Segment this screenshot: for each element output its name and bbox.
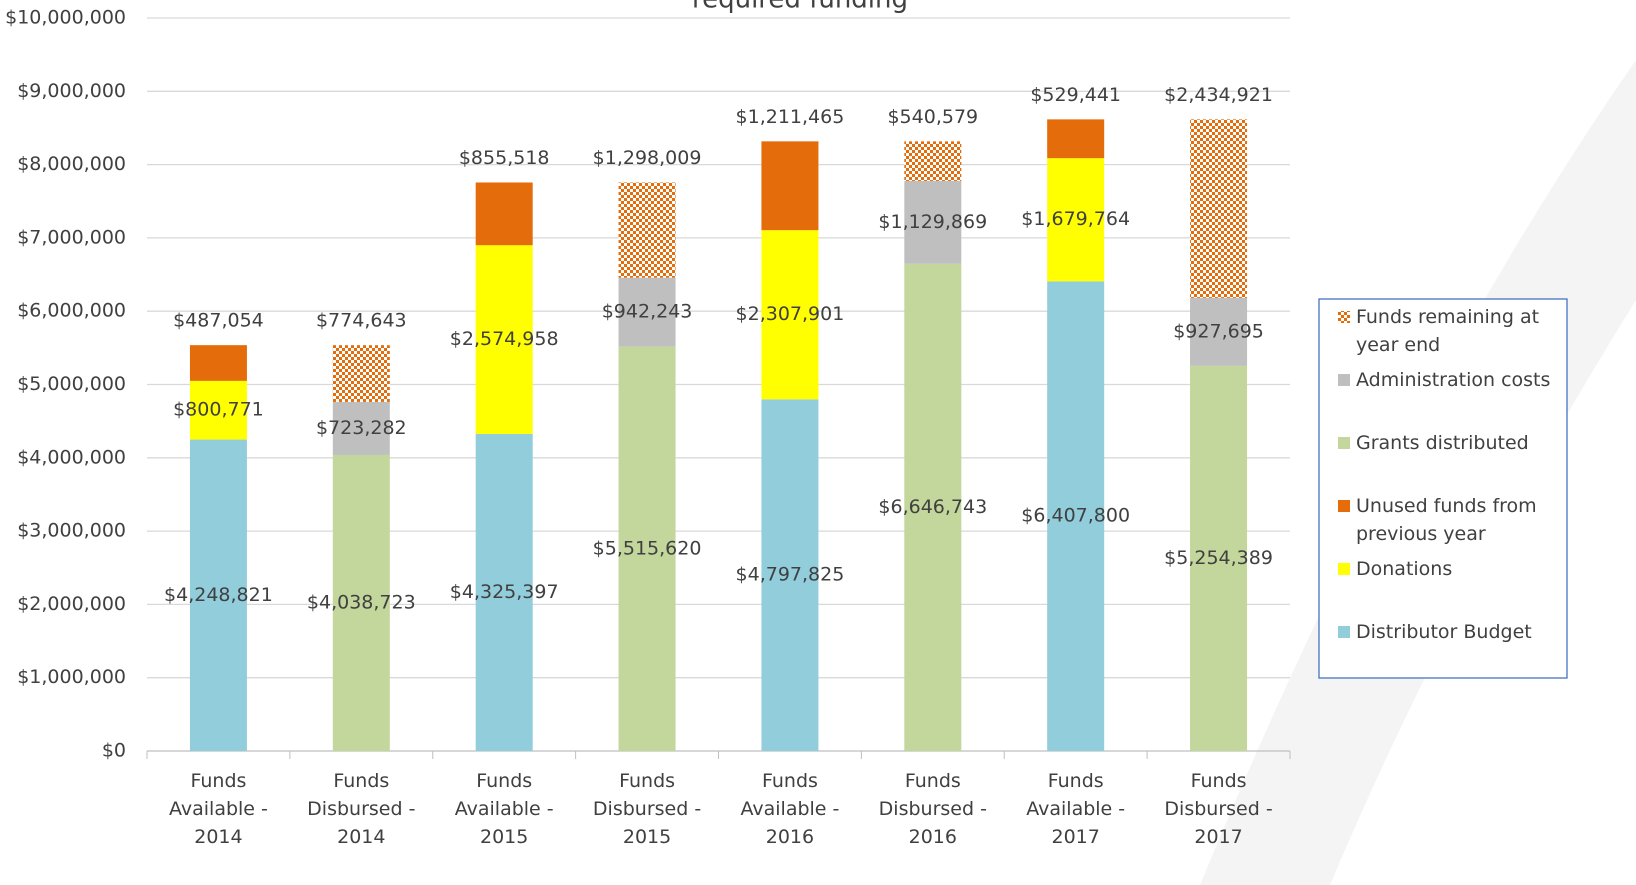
data-label: $1,679,764 (1021, 208, 1130, 230)
data-label: $2,434,921 (1164, 84, 1273, 106)
data-label: $6,646,743 (878, 496, 987, 518)
bar-segment (189, 380, 247, 440)
data-label: $1,298,009 (593, 147, 702, 169)
y-tick-label: $4,000,000 (17, 446, 126, 468)
bar-segment (1190, 297, 1248, 366)
bar-segment (761, 230, 819, 400)
bar-segment (332, 345, 390, 402)
y-tick-label: $6,000,000 (17, 300, 126, 322)
bar-segment (618, 346, 676, 751)
bar-segment (904, 263, 962, 751)
x-tick-label: Funds Disbursed -2014 (307, 770, 415, 848)
bar-segment (189, 345, 247, 381)
data-label: $942,243 (602, 301, 693, 323)
bar-segment (1047, 281, 1105, 751)
x-tick-label: Funds Available -2017 (1026, 770, 1125, 848)
data-label: $4,797,825 (736, 564, 845, 586)
bar-segment (761, 141, 819, 231)
legend-label: Administration costs (1356, 369, 1550, 391)
legend-swatch (1338, 374, 1350, 386)
bar-segment (475, 433, 533, 751)
data-label: $487,054 (173, 310, 264, 332)
bar-segment (618, 277, 676, 347)
y-tick-label: $5,000,000 (17, 373, 126, 395)
legend-swatch (1338, 500, 1350, 512)
legend-label: Distributor Budget (1356, 621, 1532, 643)
bar-segment (1047, 119, 1105, 159)
data-label: $800,771 (173, 399, 264, 421)
data-label: $855,518 (459, 147, 550, 169)
data-label: $540,579 (887, 106, 978, 128)
x-tick-label: Funds Available -2016 (740, 770, 839, 848)
bar-segment (475, 245, 533, 434)
x-tick-label: Funds Disbursed -2016 (879, 770, 987, 848)
bar-segment (904, 180, 962, 264)
bar-segment (1190, 119, 1248, 298)
y-tick-label: $1,000,000 (17, 666, 126, 688)
x-tick-label: Funds Available -2014 (169, 770, 268, 848)
data-label: $4,038,723 (307, 591, 416, 613)
bar-segment (904, 141, 962, 181)
x-tick-label: Funds Available -2015 (455, 770, 554, 848)
y-tick-label: $0 (102, 740, 126, 762)
bar-segment (475, 182, 533, 246)
bar-segment (1190, 365, 1248, 751)
legend-swatch (1338, 311, 1350, 323)
data-label: $529,441 (1030, 84, 1121, 106)
legend-swatch (1338, 563, 1350, 575)
legend-box (1318, 298, 1568, 679)
bar-segment (1047, 158, 1105, 282)
legend-swatch (1338, 626, 1350, 638)
data-label: $774,643 (316, 310, 407, 332)
x-tick-label: Funds Disbursed -2017 (1164, 770, 1272, 848)
data-label: $927,695 (1173, 320, 1264, 342)
bar-segment (618, 182, 676, 278)
bar-segment (332, 454, 390, 751)
legend-label: Funds remaining at year end (1356, 306, 1539, 356)
data-label: $4,325,397 (450, 581, 559, 603)
legend-label: Unused funds from previous year (1356, 495, 1537, 545)
chart-title: required funding (692, 0, 908, 15)
data-label: $2,574,958 (450, 328, 559, 350)
data-label: $723,282 (316, 417, 407, 439)
bar-segment (332, 401, 390, 455)
legend-label: Grants distributed (1356, 432, 1529, 454)
x-tick-label: Funds Disbursed -2015 (593, 770, 701, 848)
data-label: $1,211,465 (736, 106, 845, 128)
y-tick-label: $7,000,000 (17, 226, 126, 248)
data-label: $6,407,800 (1021, 505, 1130, 527)
legend-label: Donations (1356, 558, 1452, 580)
legend-swatch (1338, 437, 1350, 449)
y-tick-label: $3,000,000 (17, 520, 126, 542)
data-label: $1,129,869 (878, 211, 987, 233)
bar-segment (761, 399, 819, 751)
data-label: $5,515,620 (593, 537, 702, 559)
y-tick-label: $8,000,000 (17, 153, 126, 175)
data-label: $5,254,389 (1164, 547, 1273, 569)
y-tick-label: $9,000,000 (17, 80, 126, 102)
data-label: $2,307,901 (736, 303, 845, 325)
bar-segment (189, 439, 247, 751)
y-tick-label: $10,000,000 (5, 7, 126, 29)
y-tick-label: $2,000,000 (17, 593, 126, 615)
data-label: $4,248,821 (164, 584, 273, 606)
